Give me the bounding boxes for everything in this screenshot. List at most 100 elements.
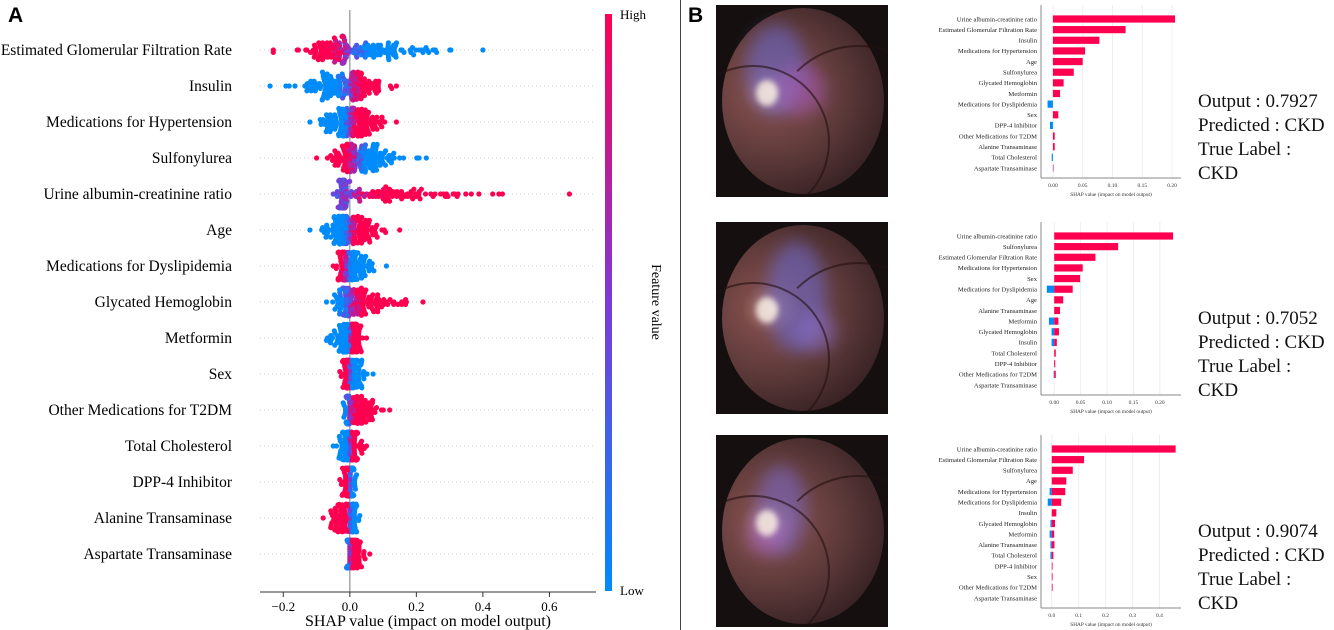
shap-point: [337, 477, 343, 483]
bar-positive: [1051, 583, 1053, 591]
feature-label: Medications for Hypertension: [46, 114, 232, 131]
shap-point: [323, 337, 330, 343]
shap-point: [374, 126, 380, 132]
x-tick-label: 0.15: [1137, 183, 1147, 189]
bar-feature-label: Aspartate Transaminase: [974, 382, 1037, 389]
bar-positive: [1052, 79, 1064, 87]
optic-disc: [756, 297, 778, 323]
shap-point: [328, 508, 334, 514]
x-tick-label: 0.20: [1155, 400, 1165, 406]
bar-positive: [1052, 164, 1054, 172]
predicted-text: Predicted : CKD: [1198, 332, 1325, 353]
bar-negative: [1051, 338, 1055, 347]
shap-point: [343, 394, 349, 400]
shap-point: [389, 85, 395, 91]
bar-negative: [1047, 100, 1053, 108]
shap-point: [317, 117, 323, 123]
shap-point: [343, 565, 350, 571]
shap-point: [314, 155, 320, 161]
shap-point: [361, 376, 367, 382]
bar-positive: [1051, 530, 1055, 538]
shap-point: [353, 472, 360, 478]
shap-point: [343, 419, 349, 425]
retina-fundus-image: [716, 435, 888, 627]
true-label-text: True Label : CKD: [1198, 569, 1292, 614]
bar-feature-label: Sex: [1027, 276, 1038, 283]
shap-point: [363, 443, 370, 449]
shap-point: [336, 131, 342, 137]
shap-point: [303, 47, 309, 53]
shap-point: [332, 148, 338, 154]
shap-point: [373, 167, 380, 173]
shap-point: [337, 287, 343, 293]
feature-label: DPP-4 Inhibitor: [133, 474, 233, 491]
bar-positive: [1054, 360, 1056, 368]
shap-point: [351, 492, 357, 498]
shap-point: [420, 49, 426, 56]
bar-negative: [1051, 328, 1055, 336]
bar-positive: [1052, 111, 1059, 119]
feature-label: Urine albumin-creatinine ratio: [43, 186, 232, 203]
bar-negative: [1049, 121, 1053, 130]
x-tick-label: 0.0: [342, 599, 358, 614]
bar-feature-label: Estimated Glomerular Filtration Rate: [939, 27, 1037, 34]
shap-point: [336, 433, 342, 439]
bar-feature-label: Sulfonylurea: [1003, 244, 1037, 251]
bar-positive: [1054, 253, 1096, 261]
shap-point: [355, 430, 361, 436]
panel-divider: [680, 0, 681, 630]
output-text: Output : 0.7052: [1198, 308, 1318, 329]
true-label-text: True Label : CKD: [1198, 356, 1292, 401]
bar-feature-label: Medications for Hypertension: [958, 489, 1038, 496]
shap-point: [317, 85, 323, 91]
shap-point: [448, 47, 454, 53]
feature-label: Alanine Transaminase: [94, 510, 232, 527]
shap-point: [455, 191, 461, 197]
shap-point: [387, 198, 393, 204]
feature-label: Aspartate Transaminase: [83, 546, 232, 563]
shap-point: [331, 292, 338, 298]
shap-point: [445, 193, 451, 199]
output-text: Output : 0.9074: [1198, 521, 1318, 542]
shap-point: [330, 443, 336, 449]
bar-positive: [1052, 132, 1055, 140]
shap-point: [376, 88, 382, 94]
shap-point: [434, 49, 440, 56]
shap-point: [362, 397, 368, 403]
feature-label: Metformin: [165, 330, 232, 347]
shap-point: [292, 83, 298, 89]
shap-point: [386, 57, 392, 63]
bar-negative: [1047, 498, 1052, 506]
bar-positive: [1052, 68, 1074, 76]
bar-positive: [1052, 15, 1176, 23]
bar-feature-label: Metformin: [1008, 91, 1037, 98]
shap-point: [432, 191, 438, 197]
feature-label: Sex: [209, 366, 233, 383]
bar-positive: [1054, 306, 1061, 315]
shap-point: [324, 71, 330, 77]
bar-feature-label: Insulin: [1019, 38, 1038, 45]
shap-point: [358, 393, 365, 399]
shap-point: [389, 193, 395, 199]
shap-point: [376, 78, 382, 84]
shap-point: [338, 481, 344, 487]
shap-point: [357, 513, 363, 519]
shap-point: [359, 450, 365, 456]
shap-point: [366, 217, 372, 223]
feature-label: Glycated Hemoglobin: [95, 294, 233, 311]
colorbar-low-label: Low: [620, 583, 644, 598]
x-tick-label: 0.4: [475, 599, 492, 614]
shap-point: [341, 414, 347, 420]
bar-positive: [1052, 26, 1126, 34]
bar-feature-label: DPP-4 Inhibitor: [995, 361, 1038, 368]
bar-feature-label: Aspartate Transaminase: [974, 595, 1037, 602]
shap-point: [463, 191, 469, 197]
shap-point: [393, 83, 399, 89]
bar-feature-label: Metformin: [1008, 531, 1037, 538]
shap-point: [339, 143, 345, 149]
feature-label: Age: [206, 222, 232, 239]
shap-point: [490, 191, 496, 197]
bar-positive: [1051, 498, 1062, 506]
shap-point: [336, 93, 342, 99]
shap-point: [374, 141, 380, 147]
